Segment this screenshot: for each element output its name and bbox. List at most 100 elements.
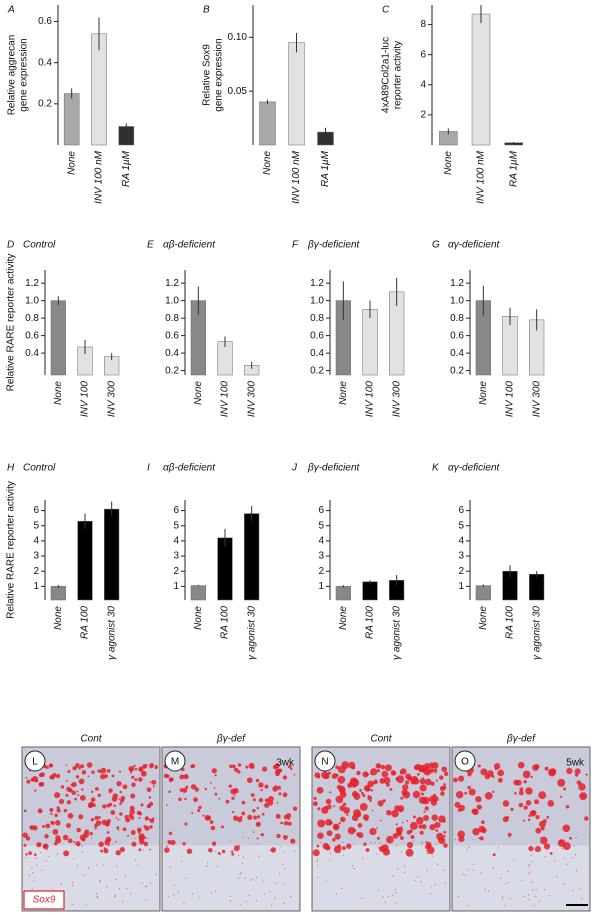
x-tick-label: γ agonist 30 xyxy=(106,606,117,660)
sox9-signal xyxy=(67,838,73,844)
sox9-signal xyxy=(192,893,194,895)
sox9-signal xyxy=(347,826,356,835)
sox9-signal xyxy=(138,833,145,840)
sox9-signal xyxy=(258,797,264,803)
sox9-signal xyxy=(22,832,28,838)
sox9-signal xyxy=(73,841,76,844)
sox9-signal xyxy=(204,787,207,791)
sox9-signal xyxy=(103,848,109,854)
sox9-signal xyxy=(544,766,549,771)
y-tick-label: 0.4 xyxy=(38,57,52,68)
sox9-signal xyxy=(252,831,255,833)
sox9-signal xyxy=(435,829,439,832)
sox9-signal xyxy=(221,849,226,854)
sox9-signal xyxy=(497,777,503,783)
sox9-signal xyxy=(573,845,575,847)
sox9-signal xyxy=(525,800,532,806)
sox9-signal xyxy=(23,843,27,847)
sox9-signal xyxy=(100,767,107,774)
sox9-signal xyxy=(271,904,273,906)
sox9-signal xyxy=(89,801,94,806)
sox9-signal xyxy=(279,873,281,875)
sox9-signal xyxy=(359,802,368,811)
sox9-signal xyxy=(83,831,89,838)
sox9-signal xyxy=(502,800,510,807)
sox9-signal xyxy=(71,903,73,905)
sox9-signal xyxy=(317,865,319,867)
sox9-signal xyxy=(138,777,143,782)
sox9-signal xyxy=(386,782,390,787)
sox9-signal xyxy=(56,808,61,813)
sox9-signal xyxy=(78,766,81,770)
bar xyxy=(502,316,518,376)
sox9-signal xyxy=(392,875,394,878)
sox9-signal xyxy=(214,774,217,777)
sox9-signal xyxy=(256,837,259,840)
sox9-signal xyxy=(458,775,465,782)
sox9-signal xyxy=(76,865,79,867)
age-label: 3wk xyxy=(276,758,295,769)
sox9-signal xyxy=(99,881,101,883)
sox9-signal xyxy=(369,799,372,803)
sox9-signal xyxy=(400,768,407,775)
sox9-signal xyxy=(31,867,33,869)
y-tick-label: 1 xyxy=(33,581,39,592)
sox9-signal xyxy=(49,775,53,780)
sox9-signal xyxy=(106,831,110,834)
sox9-signal xyxy=(356,770,361,776)
sox9-signal xyxy=(178,797,182,802)
sox9-signal xyxy=(119,847,125,853)
bar xyxy=(529,573,545,601)
tissue-lower xyxy=(163,845,299,910)
sox9-signal xyxy=(382,896,384,898)
sox9-signal xyxy=(33,880,35,882)
sox9-signal xyxy=(248,894,250,896)
sox9-signal xyxy=(135,859,137,861)
sox9-signal xyxy=(77,794,80,797)
sox9-signal xyxy=(316,775,321,779)
y-tick-label: 6 xyxy=(420,49,426,60)
sox9-signal xyxy=(420,792,423,795)
sox9-signal xyxy=(492,790,495,794)
sox9-signal xyxy=(424,778,432,786)
x-tick-label: None xyxy=(262,151,273,175)
sox9-signal xyxy=(96,864,98,866)
y-tick-label: 0.8 xyxy=(310,313,324,324)
sox9-signal xyxy=(513,779,519,786)
bar xyxy=(50,300,66,376)
sox9-signal xyxy=(114,894,116,896)
sox9-signal xyxy=(504,904,506,907)
sox9-signal xyxy=(72,881,74,883)
sox9-signal xyxy=(383,777,391,785)
sox9-signal xyxy=(357,832,364,839)
sox9-signal xyxy=(317,859,319,861)
sox9-signal xyxy=(211,768,217,774)
sox9-signal xyxy=(396,830,401,835)
sox9-signal xyxy=(190,784,197,790)
sox9-signal xyxy=(572,889,574,892)
bar xyxy=(217,537,233,601)
sox9-signal xyxy=(271,849,274,851)
bar xyxy=(335,586,351,601)
sox9-signal xyxy=(184,822,188,826)
sox9-signal xyxy=(131,782,136,788)
sox9-signal xyxy=(423,810,426,813)
sox9-signal xyxy=(50,820,54,824)
sox9-signal xyxy=(128,766,135,772)
sox9-signal xyxy=(409,821,418,830)
sox9-signal xyxy=(382,799,386,803)
sox9-signal xyxy=(367,795,373,801)
sox9-signal xyxy=(289,764,292,768)
sox9-signal xyxy=(239,873,241,875)
sox9-signal xyxy=(348,761,356,769)
y-tick-label: 4 xyxy=(33,536,39,547)
y-axis-label: gene expression xyxy=(214,38,225,111)
sox9-signal xyxy=(380,764,386,770)
sox9-signal xyxy=(404,780,410,785)
sox9-signal xyxy=(113,804,117,808)
sox9-signal xyxy=(65,779,68,782)
sox9-signal xyxy=(255,778,260,783)
sox9-signal xyxy=(584,816,589,821)
y-tick-label: 1.2 xyxy=(165,278,179,289)
sox9-signal xyxy=(443,830,447,834)
